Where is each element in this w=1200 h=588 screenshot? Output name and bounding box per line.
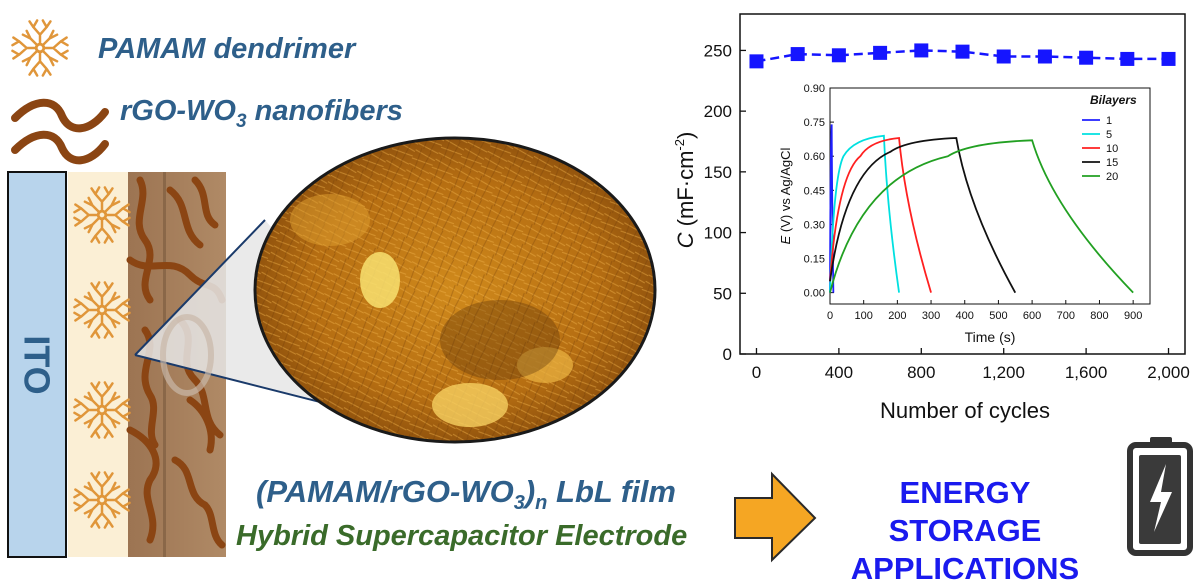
x-tick-label: 2,000	[1147, 363, 1190, 382]
film-title: (PAMAM/rGO-WO3)n LbL film	[256, 474, 676, 515]
capacitance-data-point	[873, 45, 888, 60]
x-tick-label: 1,200	[982, 363, 1025, 382]
capacitance-data-point	[1161, 51, 1176, 66]
inset-legend-label: 10	[1106, 143, 1118, 155]
capacitance-data-point	[1037, 49, 1052, 64]
arrow-icon	[734, 471, 817, 563]
nanofiber-label: rGO-WO3 nanofibers	[120, 95, 403, 132]
inset-x-tick-label: 900	[1124, 310, 1142, 322]
capacitance-data-point	[831, 48, 846, 63]
ito-substrate	[7, 171, 67, 558]
ito-label: ITO	[17, 334, 58, 395]
inset-x-tick-label: 600	[1023, 310, 1041, 322]
capacitance-data-point	[1079, 50, 1094, 65]
energy-storage-label: ENERGY STORAGE APPLICATIONS	[820, 474, 1110, 588]
capacitance-data-point	[749, 54, 764, 69]
inset-x-tick-label: 0	[827, 310, 833, 322]
inset-legend-label: 15	[1106, 157, 1118, 169]
inset-x-tick-label: 800	[1090, 310, 1108, 322]
y-tick-label: 200	[704, 102, 732, 121]
inset-y-tick-label: 0.45	[804, 185, 825, 197]
film-subtitle: Hybrid Supercapacitor Electrode	[236, 520, 688, 552]
gcd-curve-10	[829, 137, 932, 293]
y-tick-label: 50	[713, 284, 732, 303]
y-tick-label: 100	[704, 224, 732, 243]
gcd-curve-15	[829, 137, 1017, 294]
inset-legend-label: 1	[1106, 115, 1112, 127]
dendrimer-legend-icon	[11, 19, 69, 77]
x-tick-label: 0	[752, 363, 761, 382]
dendrimer-label: PAMAM dendrimer	[98, 33, 356, 65]
inset-legend-title: Bilayers	[1090, 93, 1137, 107]
inset-y-tick-label: 0.90	[804, 83, 825, 95]
gcd-curve-5	[829, 134, 900, 293]
ito-label-wrap: ITO	[8, 172, 66, 557]
capacitance-data-point	[914, 43, 929, 58]
x-tick-label: 400	[825, 363, 853, 382]
capacitance-series-line	[756, 49, 1169, 63]
inset-x-tick-label: 400	[956, 310, 974, 322]
y-tick-label: 0	[723, 345, 732, 364]
x-tick-label: 1,600	[1065, 363, 1108, 382]
inset-y-tick-label: 0.75	[804, 117, 825, 129]
energy-line-1: ENERGY STORAGE	[888, 475, 1042, 548]
inset-frame	[829, 87, 1151, 305]
inset-y-tick-label: 0.00	[804, 288, 825, 300]
energy-line-2: APPLICATIONS	[850, 551, 1080, 586]
inset-y-axis-title: E (V) vs Ag/AgCl	[778, 147, 793, 244]
inset-y-tick-label: 0.15	[804, 254, 825, 266]
x-axis-title: Number of cycles	[880, 398, 1050, 423]
y-tick-label: 250	[704, 41, 732, 60]
dendrimer-layer	[68, 172, 128, 557]
inset-x-tick-label: 500	[989, 310, 1007, 322]
capacitance-data-point	[790, 47, 805, 62]
nanofiber-legend-icon	[11, 98, 109, 165]
inset-x-tick-label: 700	[1057, 310, 1075, 322]
capacitance-data-point	[996, 49, 1011, 64]
afm-image	[253, 136, 657, 444]
inset-y-tick-label: 0.30	[804, 219, 825, 231]
inset-legend-label: 20	[1106, 171, 1118, 183]
y-axis-title: C (mF·cm-2)	[672, 132, 698, 249]
gcd-curve-20	[829, 139, 1134, 294]
inset-x-tick-label: 200	[888, 310, 906, 322]
inset-x-tick-label: 300	[922, 310, 940, 322]
inset-x-axis-title: Time (s)	[965, 329, 1016, 345]
x-tick-label: 800	[907, 363, 935, 382]
capacitance-data-point	[955, 44, 970, 59]
battery-icon	[1127, 437, 1193, 556]
capacitance-data-point	[1120, 51, 1135, 66]
inset-legend-label: 5	[1106, 129, 1112, 141]
y-tick-label: 150	[704, 163, 732, 182]
inset-y-tick-label: 0.60	[804, 151, 825, 163]
inset-x-tick-label: 100	[855, 310, 873, 322]
